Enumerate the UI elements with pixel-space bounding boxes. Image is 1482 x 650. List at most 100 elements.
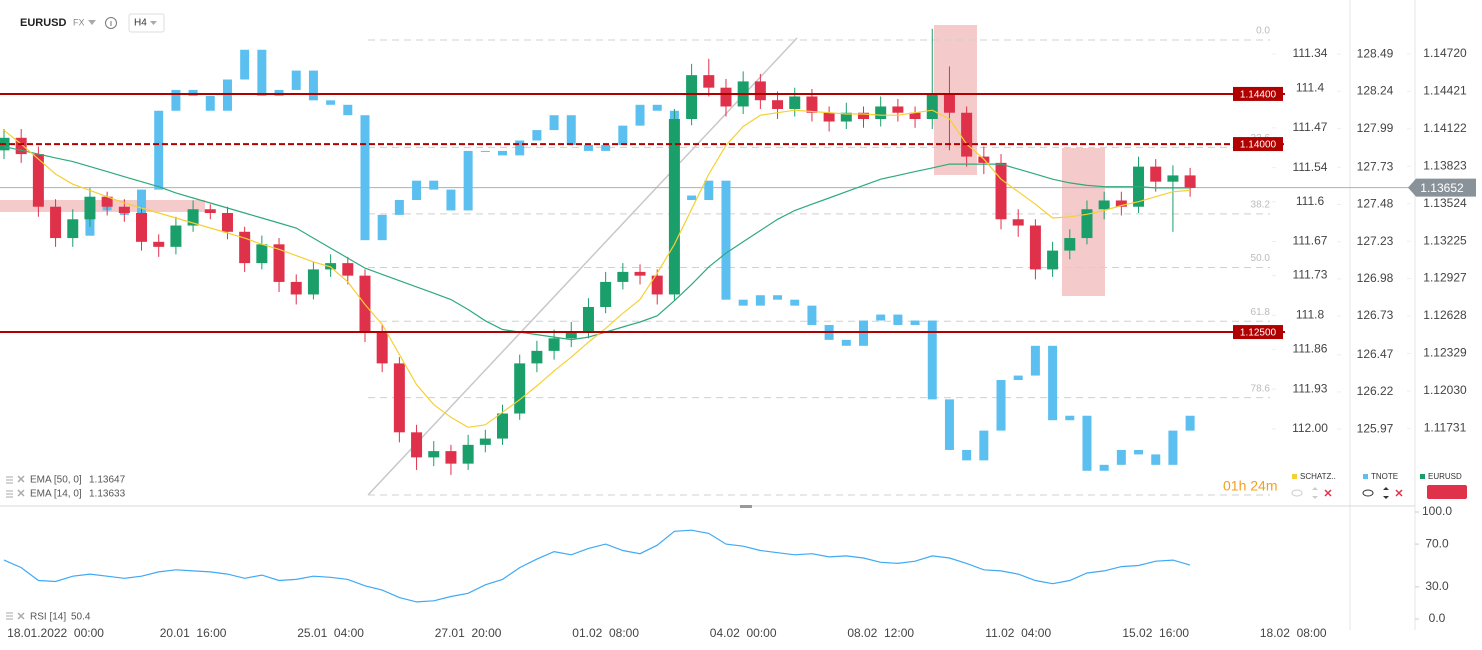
remove-series[interactable] bbox=[1324, 489, 1332, 497]
candle-body bbox=[445, 451, 457, 464]
candle-body bbox=[84, 196, 96, 220]
candle-body bbox=[1185, 415, 1195, 431]
legend-label: SCHATZ.. bbox=[1300, 472, 1336, 481]
y-tick-label: 127.23 bbox=[1357, 234, 1394, 248]
interval-label: H4 bbox=[134, 18, 147, 29]
candle-body bbox=[566, 115, 576, 145]
legend-label: EURUSD bbox=[1428, 472, 1462, 481]
y-tick-label: 70.0 bbox=[1425, 536, 1449, 550]
legend-swatch bbox=[1420, 474, 1425, 479]
back-layer bbox=[0, 39, 1419, 620]
candle-body bbox=[926, 93, 938, 120]
candle-body bbox=[601, 144, 611, 151]
candle-body bbox=[479, 438, 491, 445]
candle-body bbox=[239, 231, 251, 264]
candle-body bbox=[1134, 449, 1144, 455]
y-tick-label: 111.4 bbox=[1296, 80, 1325, 94]
candle-body bbox=[841, 339, 851, 346]
y-tick-label: 1.12329 bbox=[1423, 346, 1467, 360]
candle-body bbox=[222, 79, 232, 111]
candle-body bbox=[240, 49, 250, 80]
candle-body bbox=[720, 87, 732, 107]
candle-body bbox=[962, 449, 972, 461]
candle-body bbox=[1048, 345, 1058, 421]
move-toggle[interactable] bbox=[1312, 487, 1318, 499]
level-tag bbox=[1233, 137, 1283, 152]
candle-body bbox=[154, 110, 164, 190]
candle-body bbox=[1030, 345, 1040, 376]
candle-body bbox=[290, 281, 302, 295]
y-tick-label: 126.73 bbox=[1357, 308, 1394, 322]
candle-body bbox=[463, 150, 473, 211]
ema-value: 1.13647 bbox=[89, 475, 126, 486]
candle-body bbox=[187, 209, 199, 226]
front-layer: 111.34 111.4 111.47 111.54 111.6 111.67 111.73… bbox=[7, 26, 1476, 640]
candle-body bbox=[137, 189, 147, 215]
y-tick-label: 100.0 bbox=[1422, 504, 1452, 518]
candle-body bbox=[875, 106, 887, 120]
rsi-legend: RSI [14] 50.4 bbox=[6, 612, 91, 623]
candle-body bbox=[101, 196, 113, 207]
visibility-toggle[interactable] bbox=[1362, 489, 1374, 497]
candle-body bbox=[755, 295, 765, 306]
y-tick-label: 1.12927 bbox=[1423, 271, 1467, 285]
candle-body bbox=[326, 100, 336, 105]
candle-body bbox=[1064, 238, 1076, 251]
ema-line bbox=[3, 109, 1191, 428]
y-tick-label: 111.47 bbox=[1293, 120, 1328, 134]
interval-box[interactable] bbox=[128, 13, 165, 33]
candle-body bbox=[687, 195, 697, 201]
legend-control[interactable] bbox=[1427, 485, 1467, 499]
remove-series[interactable] bbox=[1395, 489, 1403, 497]
candle-body bbox=[1013, 375, 1023, 381]
candle-body bbox=[153, 241, 165, 247]
candle-body bbox=[893, 314, 903, 325]
candle-body bbox=[273, 244, 285, 282]
resize-handle[interactable] bbox=[740, 505, 752, 508]
candle-body bbox=[428, 451, 440, 458]
y-tick-label: 1.12030 bbox=[1423, 383, 1467, 397]
last-price-tag bbox=[1408, 178, 1476, 197]
candle-body bbox=[204, 209, 216, 213]
y-tick-label: 0.0 bbox=[1429, 611, 1446, 625]
candle-body bbox=[307, 269, 319, 295]
candle-body bbox=[754, 81, 766, 101]
visibility-toggle[interactable] bbox=[1291, 489, 1303, 497]
y-tick-label: 111.34 bbox=[1293, 46, 1328, 60]
candle-body bbox=[1081, 209, 1093, 239]
candle-body bbox=[549, 115, 559, 131]
candle-body bbox=[635, 104, 645, 126]
candle-body bbox=[257, 49, 267, 96]
move-toggle[interactable] bbox=[1383, 487, 1389, 499]
y-tick-label: 127.99 bbox=[1357, 121, 1394, 135]
x-tick-label: 18.01.2022 00:00 bbox=[7, 626, 104, 640]
y-tick-label: 1.13524 bbox=[1423, 196, 1467, 210]
level-label: 1.14400 bbox=[1240, 90, 1277, 101]
dropdown-arrow[interactable] bbox=[88, 20, 96, 25]
candle-body bbox=[1047, 250, 1059, 270]
candle-body bbox=[944, 399, 954, 450]
remove-icon[interactable] bbox=[17, 612, 25, 620]
candle-body bbox=[256, 244, 268, 264]
y-tick-label: 112.00 bbox=[1292, 421, 1328, 435]
symbol-title: EURUSD bbox=[20, 17, 67, 29]
remove-icon[interactable] bbox=[17, 475, 25, 497]
candle-body bbox=[394, 200, 404, 215]
candle-body bbox=[772, 100, 784, 109]
candle-body bbox=[840, 112, 852, 122]
level-tag bbox=[1233, 86, 1283, 101]
candle-body bbox=[721, 180, 731, 300]
menu-icon[interactable] bbox=[6, 476, 13, 498]
candle-body bbox=[858, 112, 869, 120]
level-label: 1.14000 bbox=[1240, 140, 1277, 151]
candle-body bbox=[67, 219, 79, 239]
candle-body bbox=[961, 112, 973, 157]
candle-body bbox=[515, 140, 525, 156]
candle-body bbox=[1184, 175, 1196, 188]
menu-icon[interactable] bbox=[6, 612, 13, 620]
candle-body bbox=[429, 180, 439, 190]
info-icon[interactable] bbox=[105, 17, 117, 29]
candle-body bbox=[118, 206, 130, 213]
candle-body bbox=[1151, 454, 1161, 465]
candle-body bbox=[1099, 464, 1109, 471]
